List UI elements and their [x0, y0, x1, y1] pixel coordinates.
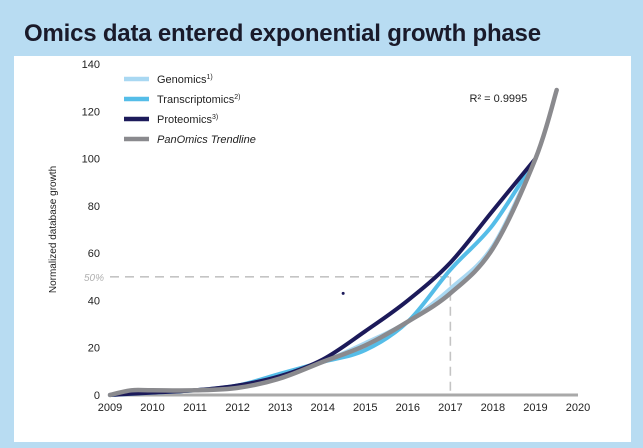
x-tick-label: 2009	[98, 402, 122, 414]
half-reference-label: 50%	[84, 273, 104, 284]
stray-data-point	[341, 291, 345, 295]
r-squared-label: R² = 0.9995	[470, 93, 528, 105]
x-tick-label: 2013	[268, 402, 292, 414]
y-tick-label: 120	[82, 106, 100, 118]
legend-label: PanOmics Trendline	[157, 134, 256, 146]
x-tick-label: 2020	[566, 402, 590, 414]
chart-panel: 0 20 40 60 80 100 120 140 2009 2010 2011 2012 2013 20…	[14, 56, 631, 442]
legend-superscript: 1)	[207, 74, 213, 81]
legend-label: Proteomics3)	[157, 114, 218, 126]
legend-label-text: PanOmics Trendline	[157, 134, 256, 146]
x-tick-label: 2018	[481, 402, 505, 414]
y-tick-label: 100	[82, 154, 100, 166]
legend-label: Transcriptomics2)	[157, 94, 240, 106]
page-title: Omics data entered exponential growth ph…	[24, 20, 541, 47]
legend-superscript: 3)	[212, 114, 218, 121]
legend-label-text: Proteomics	[157, 114, 213, 126]
y-axis-label: Normalized database growth	[48, 166, 59, 293]
x-tick-label: 2019	[523, 402, 547, 414]
growth-chart: 0 20 40 60 80 100 120 140 2009 2010 2011 2012 2013 20…	[48, 59, 590, 414]
y-tick-label: 80	[88, 201, 100, 213]
series-line-panomics-trendline	[107, 87, 559, 398]
legend-label-text: Genomics	[157, 74, 207, 86]
x-tick-label: 2010	[140, 402, 164, 414]
x-tick-label: 2014	[310, 402, 334, 414]
x-tick-label: 2011	[183, 402, 207, 414]
x-tick-label: 2015	[353, 402, 377, 414]
legend-superscript: 2)	[234, 94, 240, 101]
legend-label-text: Transcriptomics	[157, 94, 235, 106]
y-tick-label: 60	[88, 248, 100, 260]
y-tick-label: 0	[94, 390, 100, 402]
y-tick-label: 40	[88, 295, 100, 307]
y-tick-label: 20	[88, 343, 100, 355]
legend-label: Genomics1)	[157, 74, 213, 86]
x-tick-label: 2016	[396, 402, 420, 414]
x-tick-label: 2012	[225, 402, 249, 414]
y-tick-label: 140	[82, 59, 100, 71]
x-tick-label: 2017	[438, 402, 462, 414]
